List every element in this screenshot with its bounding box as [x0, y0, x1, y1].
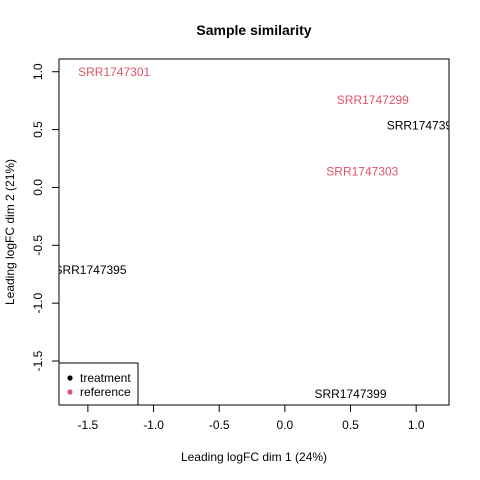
point-label: SRR1747399 — [314, 387, 386, 401]
x-tick-label: -0.5 — [209, 418, 230, 432]
x-tick-label: 0.5 — [342, 418, 359, 432]
y-tick-label: -0.5 — [31, 235, 45, 256]
y-tick-label: -1.5 — [31, 350, 45, 371]
legend-label: reference — [80, 385, 131, 399]
point-label: SRR1747397 — [387, 118, 459, 132]
legend-marker — [67, 389, 73, 395]
chart-title: Sample similarity — [196, 22, 311, 38]
legend-label: treatment — [80, 371, 131, 385]
point-labels: SRR1747301 SRR1747299 SRR1747397 SRR1747303… — [54, 65, 459, 401]
point-label: SRR1747299 — [337, 93, 409, 107]
point-label: SRR1747303 — [326, 165, 398, 179]
legend-box — [58, 362, 139, 406]
y-axis-label: Leading logFC dim 2 (21%) — [3, 159, 17, 305]
y-tick-label: 1.0 — [31, 63, 45, 80]
x-tick-label: -1.0 — [143, 418, 164, 432]
legend-marker — [67, 375, 73, 381]
x-tick-label: -1.5 — [78, 418, 99, 432]
y-tick-label: 0.0 — [31, 179, 45, 196]
y-tick-label: 0.5 — [31, 121, 45, 138]
y-tick-label: -1.0 — [31, 293, 45, 314]
y-axis: -1.5 -1.0 -0.5 0.0 0.5 1.0 — [31, 63, 60, 371]
point-label: SRR1747395 — [54, 263, 126, 277]
x-tick-label: 1.0 — [408, 418, 425, 432]
x-axis: -1.5 -1.0 -0.5 0.0 0.5 1.0 — [78, 404, 425, 432]
x-axis-label: Leading logFC dim 1 (24%) — [181, 450, 327, 464]
x-tick-label: 0.0 — [277, 418, 294, 432]
point-label: SRR1747301 — [78, 65, 150, 79]
